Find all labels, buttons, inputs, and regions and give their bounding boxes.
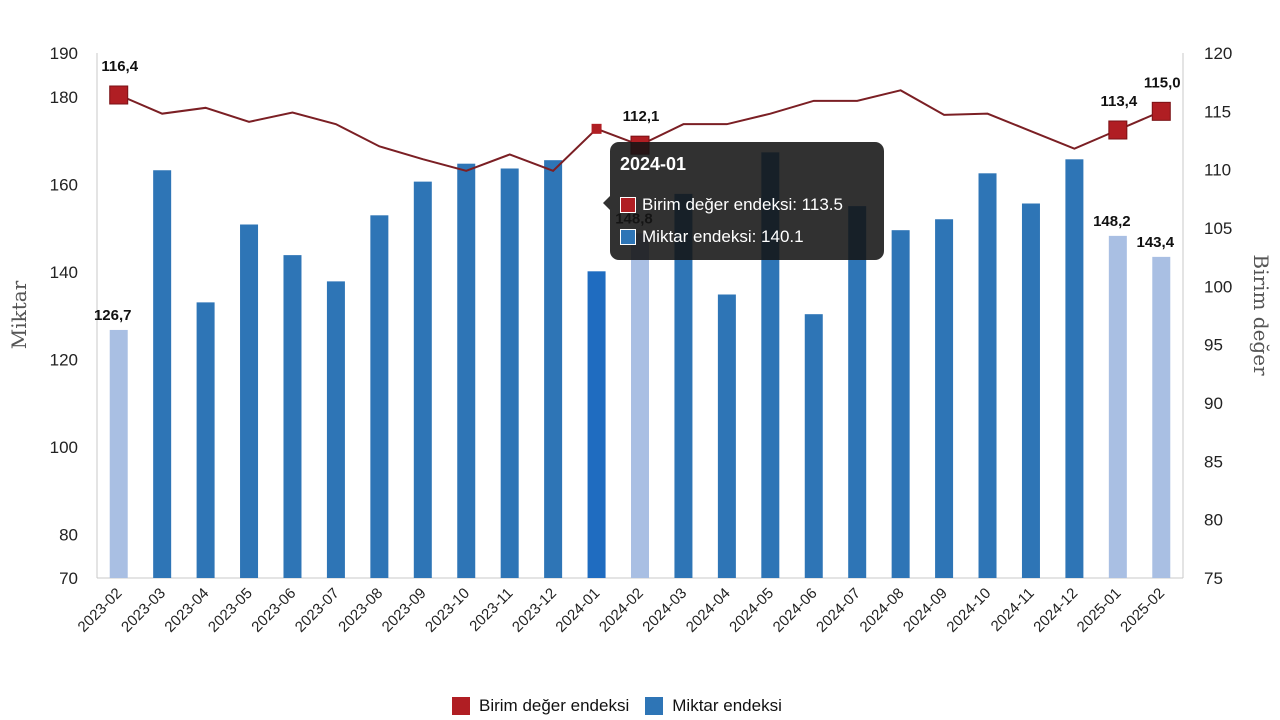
x-tick-label: 2024-09: [900, 585, 951, 636]
bar-miktar-endeksi: [370, 215, 389, 578]
legend-item-unit-value[interactable]: Birim değer endeksi: [452, 696, 629, 716]
bar-miktar-endeksi: [457, 163, 476, 578]
legend-label-quantity: Miktar endeksi: [672, 696, 782, 715]
x-tick-label: 2023-12: [509, 585, 560, 636]
bar-miktar-endeksi: [804, 314, 823, 578]
bar-miktar-endeksi: [413, 181, 432, 578]
x-tick-label: 2023-07: [292, 585, 343, 636]
right-y-tick-label: 120: [1204, 44, 1232, 63]
bar-miktar-endeksi: [891, 230, 910, 578]
x-tick-label: 2023-11: [466, 585, 516, 635]
tooltip-text-unit-value: Birim değer endeksi: 113.5: [642, 195, 843, 214]
bar-miktar-endeksi: [109, 329, 128, 578]
tooltip-text-quantity: Miktar endeksi: 140.1: [642, 227, 804, 246]
right-y-tick-label: 110: [1204, 161, 1231, 180]
left-y-tick-label: 100: [50, 438, 78, 457]
bar-miktar-endeksi: [196, 302, 215, 578]
right-y-tick-label: 115: [1204, 102, 1231, 121]
x-tick-label: 2024-04: [683, 585, 734, 636]
x-tick-label: 2023-05: [205, 585, 256, 636]
bar-miktar-endeksi: [1108, 235, 1127, 578]
legend-item-quantity[interactable]: Miktar endeksi: [645, 696, 782, 716]
x-tick-label: 2023-03: [118, 585, 169, 636]
bar-miktar-endeksi: [326, 281, 345, 578]
x-tick-label: 2024-03: [639, 585, 690, 636]
line-marker: [109, 85, 129, 105]
x-tick-label: 2023-09: [379, 585, 430, 636]
bar-data-label: 143,4: [1137, 234, 1175, 251]
bar-miktar-endeksi: [240, 224, 259, 578]
bar-miktar-endeksi: [1021, 203, 1040, 578]
x-tick-label: 2024-06: [770, 585, 821, 636]
left-y-tick-label: 70: [59, 569, 78, 588]
tooltip-row-unit-value: Birim değer endeksi: 113.5: [620, 195, 843, 215]
legend-label-unit-value: Birim değer endeksi: [479, 696, 630, 715]
bar-miktar-endeksi: [978, 173, 997, 578]
line-data-label: 112,1: [623, 108, 660, 125]
x-tick-label: 2024-02: [596, 585, 647, 636]
legend-swatch-unit-value: [452, 697, 470, 715]
x-tick-label: 2024-10: [943, 585, 994, 636]
x-tick-label: 2024-05: [726, 585, 777, 636]
right-y-tick-label: 75: [1204, 569, 1223, 588]
x-tick-label: 2024-08: [857, 585, 908, 636]
tooltip-swatch-quantity: [620, 229, 636, 245]
bar-miktar-endeksi: [848, 206, 867, 578]
x-tick-label: 2023-10: [422, 585, 473, 636]
x-tick-label: 2024-01: [552, 585, 603, 636]
left-axis-title: Miktar: [7, 280, 31, 349]
line-data-label: 115,0: [1144, 74, 1181, 91]
x-tick-label: 2024-12: [1030, 585, 1081, 636]
right-y-tick-label: 90: [1204, 394, 1223, 413]
tooltip-row-quantity: Miktar endeksi: 140.1: [620, 227, 804, 247]
bar-miktar-endeksi: [631, 233, 649, 578]
left-y-tick-label: 140: [50, 263, 78, 282]
line-marker: [1151, 101, 1171, 121]
bar-miktar-endeksi: [935, 219, 954, 578]
right-y-tick-label: 95: [1204, 336, 1223, 355]
right-y-tick-label: 85: [1204, 452, 1223, 471]
bar-data-label: 148,2: [1093, 213, 1131, 230]
x-tick-label: 2023-06: [248, 585, 299, 636]
tooltip-swatch-unit-value: [620, 197, 636, 213]
x-tick-label: 2025-02: [1117, 585, 1168, 636]
bar-miktar-endeksi: [587, 271, 606, 578]
line-data-label: 116,4: [101, 58, 138, 75]
left-y-tick-label: 180: [50, 88, 78, 107]
right-axis-title: Birim değer: [1249, 254, 1273, 376]
left-y-tick-label: 190: [50, 44, 78, 63]
x-tick-label: 2025-01: [1074, 585, 1125, 636]
line-marker-hover: [591, 123, 602, 134]
chart-tooltip: 2024-01 Birim değer endeksi: 113.5 Mikta…: [603, 142, 884, 260]
chart-legend: Birim değer endeksi Miktar endeksi: [452, 696, 798, 716]
legend-swatch-quantity: [645, 697, 664, 715]
left-y-tick-label: 80: [59, 525, 78, 544]
right-y-tick-label: 105: [1204, 219, 1232, 238]
right-y-tick-label: 100: [1204, 277, 1232, 296]
x-tick-label: 2023-02: [75, 585, 126, 636]
x-tick-label: 2024-07: [813, 585, 864, 636]
bar-miktar-endeksi: [1065, 159, 1084, 578]
bars-group: [109, 152, 1171, 578]
left-y-tick-label: 160: [50, 175, 78, 194]
left-y-tick-label: 120: [50, 350, 78, 369]
bar-data-label: 126,7: [94, 307, 132, 324]
bar-miktar-endeksi: [1152, 256, 1171, 578]
bar-miktar-endeksi: [283, 255, 302, 578]
x-tick-label: 2023-08: [335, 585, 386, 636]
line-marker: [1108, 120, 1128, 140]
bar-miktar-endeksi: [544, 160, 563, 578]
x-tick-label: 2023-04: [161, 585, 212, 636]
bar-miktar-endeksi: [717, 294, 736, 578]
right-y-tick-label: 80: [1204, 511, 1223, 530]
bar-miktar-endeksi: [153, 170, 172, 578]
x-tick-label: 2024-11: [988, 585, 1038, 635]
bar-miktar-endeksi: [674, 193, 693, 578]
line-data-label: 113,4: [1100, 93, 1137, 110]
tooltip-title: 2024-01: [620, 154, 687, 174]
bar-miktar-endeksi: [500, 168, 519, 578]
